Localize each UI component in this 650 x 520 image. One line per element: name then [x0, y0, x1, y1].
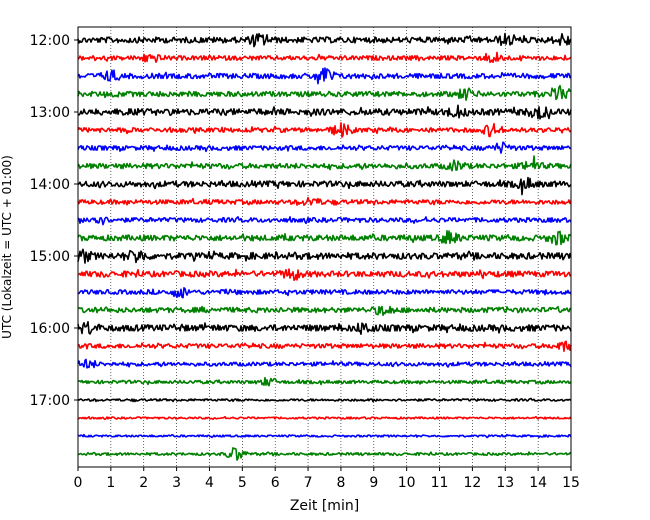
trace-line [77, 397, 572, 403]
trace-line [77, 121, 572, 138]
x-tick-label: 4 [205, 475, 214, 491]
x-tick-label: 1 [106, 475, 115, 491]
trace-line [77, 141, 572, 154]
y-tick-label: 15:00 [30, 249, 70, 265]
x-tick-label: 15 [562, 475, 580, 491]
trace-line [77, 67, 572, 85]
x-axis-ticks: 0 1 2 3 4 5 6 7 8 9 10 11 12 13 14 15 [74, 467, 580, 491]
x-axis-label: Zeit [min] [290, 498, 359, 514]
trace-line [77, 176, 572, 196]
plot-frame [77, 26, 572, 468]
x-tick-label: 7 [304, 475, 313, 491]
x-tick-label: 12 [463, 475, 481, 491]
trace-line [77, 340, 572, 353]
trace-line [77, 433, 572, 439]
trace-line [77, 32, 572, 48]
trace-line [77, 104, 572, 120]
y-tick-label: 12:00 [30, 33, 70, 49]
trace-line [77, 376, 572, 387]
vertical-grid [110, 27, 539, 467]
trace-line [77, 216, 572, 226]
x-tick-label: 11 [431, 475, 449, 491]
x-tick-label: 0 [74, 475, 83, 491]
x-tick-label: 2 [139, 475, 148, 491]
trace-line [77, 51, 572, 64]
trace-line [77, 268, 572, 282]
trace-line [77, 321, 572, 335]
trace-line [77, 84, 572, 101]
y-tick-label: 14:00 [30, 177, 70, 193]
y-tick-label: 16:00 [30, 321, 70, 337]
trace-line [77, 229, 572, 246]
y-tick-label: 13:00 [30, 105, 70, 121]
x-tick-label: 5 [238, 475, 247, 491]
seismic-traces [77, 32, 572, 461]
y-axis-label: UTC (Lokalzeit = UTC + 01:00) [0, 155, 14, 339]
trace-line [77, 358, 572, 369]
trace-line [77, 415, 572, 421]
x-tick-label: 6 [271, 475, 280, 491]
trace-line [77, 196, 572, 206]
x-tick-label: 14 [529, 475, 547, 491]
x-tick-label: 3 [172, 475, 181, 491]
trace-line [77, 287, 572, 299]
trace-line [77, 248, 572, 264]
y-tick-label: 17:00 [30, 393, 70, 409]
trace-line [77, 305, 572, 317]
x-tick-label: 8 [336, 475, 345, 491]
x-tick-label: 10 [398, 475, 416, 491]
x-tick-label: 13 [496, 475, 514, 491]
x-tick-label: 9 [369, 475, 378, 491]
y-axis-ticks: 12:00 13:00 14:00 15:00 16:00 17:00 [30, 33, 78, 409]
trace-line [77, 447, 572, 461]
trace-line [77, 155, 572, 172]
